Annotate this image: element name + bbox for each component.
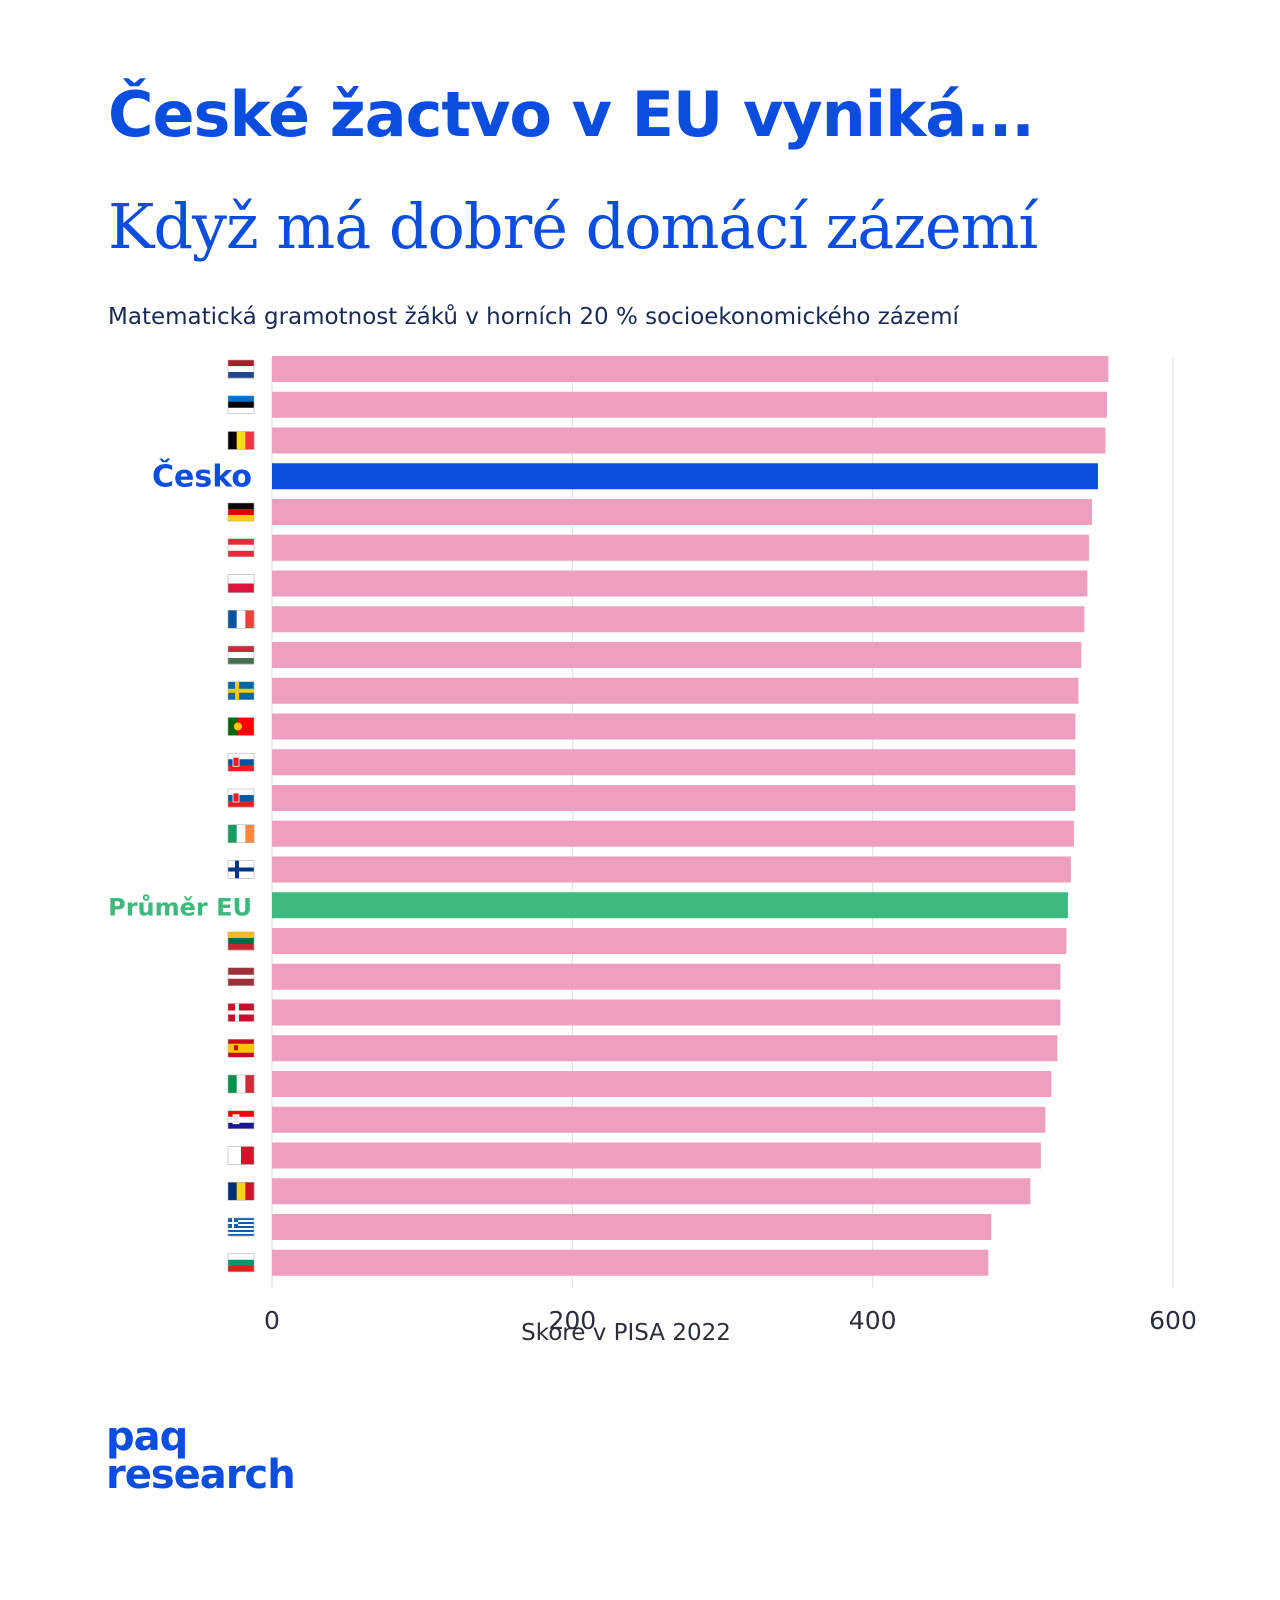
bars <box>272 356 1109 1276</box>
logo-line-1: paq <box>106 1414 188 1460</box>
category-labels: Česko Průměr EU <box>108 359 255 1273</box>
slovenia-flag-icon <box>227 788 255 808</box>
bar <box>272 356 1109 382</box>
greece-flag-icon <box>227 1217 255 1237</box>
bar <box>272 606 1085 633</box>
bar <box>272 391 1107 418</box>
slovakia-flag-icon <box>227 752 255 772</box>
hungary-flag-icon <box>227 645 255 665</box>
bar <box>272 1214 992 1240</box>
bar <box>272 785 1076 811</box>
spain-flag-icon <box>227 1038 255 1058</box>
x-tick-label: 600 <box>1149 1306 1197 1335</box>
bar <box>272 677 1079 704</box>
croatia-flag-icon <box>227 1110 255 1130</box>
bar <box>272 999 1061 1026</box>
bar <box>272 820 1074 847</box>
chart-description: Matematická gramotnost žáků v horních 20… <box>108 304 959 330</box>
finland-flag-icon <box>227 860 255 879</box>
category-label: Česko <box>152 457 252 494</box>
germany-flag-icon <box>227 502 255 522</box>
bar <box>272 499 1092 525</box>
x-tick-label: 400 <box>849 1306 897 1335</box>
lithuania-flag-icon <box>227 931 255 951</box>
page-title: České žactvo v EU vyniká... <box>108 78 1035 151</box>
bar <box>272 1035 1058 1062</box>
bar <box>272 1178 1031 1205</box>
bar <box>272 1071 1052 1097</box>
estonia-flag-icon <box>227 395 255 415</box>
bar <box>272 1106 1046 1133</box>
bulgaria-flag-icon <box>227 1253 255 1273</box>
bar <box>272 713 1076 740</box>
bar <box>272 928 1067 954</box>
france-flag-icon <box>227 609 255 629</box>
x-axis-label: Skóre v PISA 2022 <box>521 1320 731 1346</box>
ireland-flag-icon <box>227 824 255 844</box>
malta-flag-icon <box>227 1146 255 1165</box>
page-subtitle: Když má dobré domácí zázemí <box>108 190 1038 263</box>
logo-line-2: research <box>106 1452 296 1498</box>
romania-flag-icon <box>227 1181 255 1201</box>
bar <box>272 1142 1041 1169</box>
bar-chart: Česko Průměr EU 0 200 400 600 Skóre v PISA 2… <box>108 356 1197 1346</box>
bar <box>272 892 1068 919</box>
bar <box>272 427 1106 454</box>
bar <box>272 463 1098 490</box>
latvia-flag-icon <box>227 967 255 987</box>
bar <box>272 534 1089 561</box>
x-tick-label: 0 <box>264 1306 280 1335</box>
x-tick-label: 200 <box>548 1306 596 1335</box>
paq-research-logo: paq research <box>106 1414 296 1498</box>
bar <box>272 963 1061 990</box>
austria-flag-icon <box>227 538 255 558</box>
denmark-flag-icon <box>227 1003 255 1022</box>
bar <box>272 570 1088 597</box>
portugal-flag-icon <box>227 717 255 736</box>
italy-flag-icon <box>227 1074 255 1094</box>
bar <box>272 856 1071 883</box>
sweden-flag-icon <box>227 681 255 701</box>
poland-flag-icon <box>227 574 255 593</box>
x-axis-ticks: 0 200 400 600 <box>264 1306 1197 1335</box>
netherlands-flag-icon <box>227 359 255 379</box>
bar <box>272 749 1076 776</box>
category-label: Průměr EU <box>108 893 252 921</box>
bar <box>272 642 1082 668</box>
bar <box>272 1249 989 1276</box>
belgium-flag-icon <box>227 431 255 450</box>
